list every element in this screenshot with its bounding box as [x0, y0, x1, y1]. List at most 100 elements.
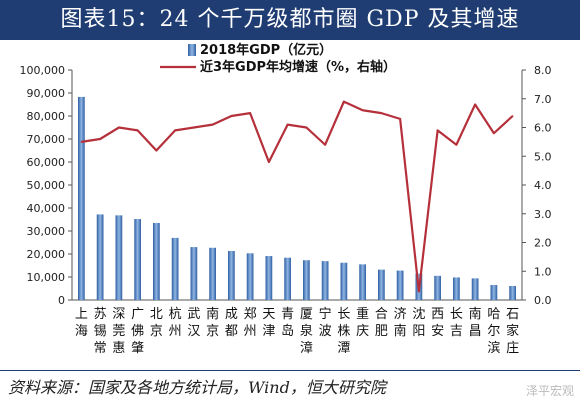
- bar: [266, 256, 273, 300]
- category-label: 济: [394, 307, 407, 322]
- category-label: 京: [206, 324, 219, 339]
- category-label: 漳: [300, 340, 313, 356]
- growth-point: [81, 141, 83, 143]
- y-left-tick-label: 0: [58, 294, 65, 307]
- category-label: 佛: [131, 324, 144, 339]
- bar: [341, 263, 348, 300]
- category-label: 莞: [112, 324, 125, 339]
- footer-rule: [0, 370, 580, 371]
- category-label: 肥: [375, 324, 388, 339]
- y-right-tick-label: 2.0: [534, 237, 552, 250]
- growth-point: [193, 127, 195, 129]
- y-left-tick-label: 50,000: [27, 179, 66, 192]
- category-label: 庄: [506, 340, 519, 356]
- bar: [116, 215, 123, 300]
- y-left-tick-label: 70,000: [27, 133, 66, 146]
- category-label: 尔: [487, 324, 500, 339]
- y-left-tick-label: 20,000: [27, 248, 66, 261]
- growth-point: [306, 127, 308, 129]
- category-label: 重: [356, 306, 369, 322]
- category-label: 宁: [319, 306, 332, 322]
- growth-point: [418, 291, 420, 293]
- category-label: 深: [112, 307, 125, 322]
- bar: [153, 223, 160, 300]
- bar: [78, 97, 85, 300]
- category-label: 都: [225, 324, 238, 339]
- category-label: 厦: [300, 307, 313, 322]
- category-label: 武: [187, 307, 200, 322]
- legend-bar-label: 2018年GDP（亿元）: [200, 42, 332, 58]
- category-label: 肇: [131, 341, 144, 356]
- bar: [453, 277, 460, 300]
- bar: [228, 251, 235, 300]
- y-left-tick-label: 30,000: [27, 225, 66, 238]
- category-label: 波: [319, 324, 332, 339]
- category-label: 南: [394, 323, 407, 339]
- category-label: 海: [75, 324, 88, 339]
- category-label: 西: [431, 307, 444, 322]
- chart: 0 10,000 20,000 30,000 40,000 50,000 60,000 70,…: [0, 40, 580, 370]
- category-label: 州: [244, 324, 257, 339]
- growth-point: [474, 104, 476, 106]
- category-label: 青: [281, 307, 294, 322]
- growth-point: [212, 124, 214, 126]
- growth-point: [362, 109, 364, 111]
- bar: [509, 286, 516, 300]
- bar: [359, 264, 366, 300]
- y-right-tick-label: 5.0: [534, 150, 552, 163]
- category-label: 津: [262, 324, 275, 339]
- y-right-tick-label: 3.0: [534, 208, 552, 221]
- category-label: 长: [337, 307, 350, 322]
- category-label: 天: [262, 307, 275, 322]
- legend-bar-swatch: [188, 44, 196, 56]
- y-left-tick-label: 60,000: [27, 156, 66, 169]
- growth-point: [512, 115, 514, 117]
- growth-point: [381, 112, 383, 114]
- category-label: 安: [431, 324, 444, 339]
- bar: [97, 214, 104, 300]
- category-label: 南: [206, 306, 219, 322]
- growth-point: [287, 124, 289, 126]
- category-label: 上: [75, 307, 88, 322]
- bar: [472, 278, 479, 300]
- bar: [322, 261, 329, 300]
- category-label: 惠: [112, 341, 125, 356]
- growth-point: [174, 130, 176, 132]
- category-label: 吉: [450, 324, 463, 339]
- category-label: 成: [225, 307, 238, 322]
- category-label: 岛: [281, 323, 294, 339]
- bar: [397, 271, 404, 300]
- growth-point: [456, 144, 458, 146]
- chart-title: 图表15：24 个千万级都市圈 GDP 及其增速: [0, 4, 580, 36]
- y-left-tick-label: 40,000: [27, 202, 66, 215]
- bar: [247, 253, 254, 300]
- category-label: 阳: [412, 324, 425, 339]
- growth-point: [156, 150, 158, 152]
- y-right-tick-label: 6.0: [534, 122, 552, 135]
- category-label: 南: [469, 306, 482, 322]
- growth-point: [268, 161, 270, 163]
- bar: [134, 219, 141, 300]
- category-label: 北: [150, 307, 163, 322]
- growth-point: [137, 130, 139, 132]
- y-right-tick-label: 4.0: [534, 179, 552, 192]
- growth-point: [231, 115, 233, 117]
- category-label: 泉: [300, 323, 313, 339]
- y-left-tick-label: 100,000: [20, 64, 66, 77]
- growth-point: [249, 112, 251, 114]
- category-label: 常: [94, 341, 107, 356]
- category-label: 锡: [94, 324, 107, 339]
- category-label: 长: [450, 307, 463, 322]
- bar: [284, 258, 291, 300]
- bar: [434, 276, 441, 300]
- category-label: 杭: [169, 307, 182, 322]
- category-label: 郑: [244, 307, 257, 322]
- growth-point: [118, 127, 120, 129]
- growth-point: [324, 144, 326, 146]
- category-label: 滨: [487, 340, 500, 356]
- category-label: 苏: [94, 306, 107, 322]
- category-label: 合: [375, 307, 388, 322]
- category-label: 沈: [412, 307, 425, 322]
- bar: [491, 285, 498, 300]
- growth-point: [99, 138, 101, 140]
